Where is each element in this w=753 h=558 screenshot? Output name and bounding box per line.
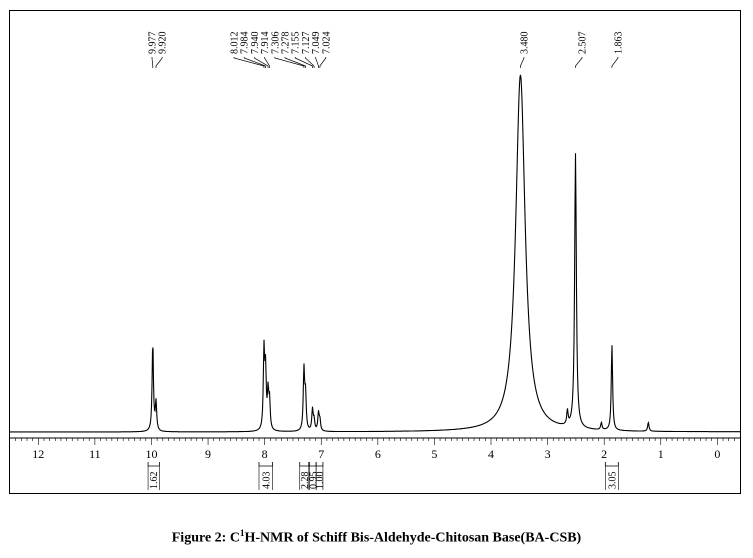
peak-label-leader bbox=[611, 57, 619, 68]
peak-label: 7.306 bbox=[270, 32, 281, 55]
peak-label: 2.507 bbox=[578, 32, 589, 55]
x-tick-label: 7 bbox=[318, 447, 324, 461]
peak-label-leader bbox=[274, 57, 305, 68]
integral-value: 0.95 bbox=[308, 472, 319, 490]
peak-label-leader bbox=[284, 57, 306, 68]
integral-bracket bbox=[258, 462, 273, 467]
spectrum-trace bbox=[10, 74, 740, 433]
x-axis: 12 11 10 9 8 7 6 5 4 3 2 1 0 bbox=[10, 437, 740, 461]
peak-label: 7.127 bbox=[301, 32, 312, 55]
integral-bracket bbox=[604, 462, 619, 467]
figure-caption: Figure 2: C1H-NMR of Schiff Bis-Aldehyde… bbox=[0, 528, 753, 547]
peak-label: 8.012 bbox=[230, 32, 241, 55]
peak-label: 9.920 bbox=[158, 32, 169, 55]
peak-label: 9.977 bbox=[148, 32, 159, 55]
peak-label-leader bbox=[264, 57, 270, 68]
figure-frame bbox=[9, 10, 741, 494]
integral-value: 4.03 bbox=[261, 472, 272, 490]
peak-label: 7.049 bbox=[311, 32, 322, 55]
peak-label: 7.155 bbox=[291, 32, 302, 55]
integral-group: 1.62 4.03 2.280.951.00 3.05 bbox=[147, 462, 619, 490]
caption-prefix: Figure 2: C bbox=[171, 530, 240, 546]
x-tick-label: 6 bbox=[375, 447, 381, 461]
peak-label-leader bbox=[520, 57, 525, 68]
x-tick-label: 1 bbox=[658, 447, 664, 461]
x-tick-label: 11 bbox=[89, 447, 101, 461]
x-tick-label: 2 bbox=[601, 447, 607, 461]
peak-label-leader bbox=[315, 57, 319, 68]
integral-bracket bbox=[299, 462, 310, 467]
peak-label-leader bbox=[233, 57, 265, 68]
peak-label-leader bbox=[243, 57, 266, 68]
peak-label: 1.863 bbox=[614, 32, 625, 55]
peak-label: 7.278 bbox=[281, 32, 292, 55]
integral-bracket bbox=[147, 462, 160, 467]
peak-label-leader bbox=[319, 57, 327, 68]
integral-bracket bbox=[308, 462, 317, 467]
integral-value: 1.00 bbox=[315, 472, 326, 490]
x-tick-label: 8 bbox=[262, 447, 268, 461]
integral-value: 2.28 bbox=[300, 472, 311, 490]
peak-label-group: 9.977 9.920 8.012 7.984 7.940 7.914 7.306 7.278… bbox=[148, 32, 625, 68]
x-tick-label: 12 bbox=[32, 447, 44, 461]
peak-label: 7.940 bbox=[250, 32, 261, 55]
peak-label: 3.480 bbox=[520, 32, 531, 55]
integral-value: 1.62 bbox=[149, 472, 160, 490]
integral-bracket bbox=[315, 462, 324, 467]
peak-label-leader bbox=[294, 57, 313, 68]
spectrum-group bbox=[10, 74, 740, 433]
caption-superscript: 1 bbox=[239, 528, 245, 538]
peak-label: 7.984 bbox=[240, 32, 251, 55]
peak-label-leader bbox=[151, 57, 154, 68]
x-tick-label: 10 bbox=[145, 447, 157, 461]
x-tick-label: 5 bbox=[431, 447, 437, 461]
peak-label: 7.024 bbox=[321, 32, 332, 55]
x-tick-label: 4 bbox=[488, 447, 494, 461]
x-tick-label: 3 bbox=[545, 447, 551, 461]
peak-label-leader bbox=[305, 57, 315, 68]
x-tick-label: 9 bbox=[205, 447, 211, 461]
integral-value: 3.05 bbox=[607, 472, 618, 490]
peak-label-leader bbox=[254, 57, 269, 68]
x-tick-label: 0 bbox=[714, 447, 720, 461]
caption-suffix: H-NMR of Schiff Bis-Aldehyde-Chitosan Ba… bbox=[244, 530, 582, 546]
peak-label-leader bbox=[155, 57, 163, 68]
peak-label: 7.914 bbox=[260, 32, 271, 55]
peak-label-leader bbox=[575, 57, 583, 68]
